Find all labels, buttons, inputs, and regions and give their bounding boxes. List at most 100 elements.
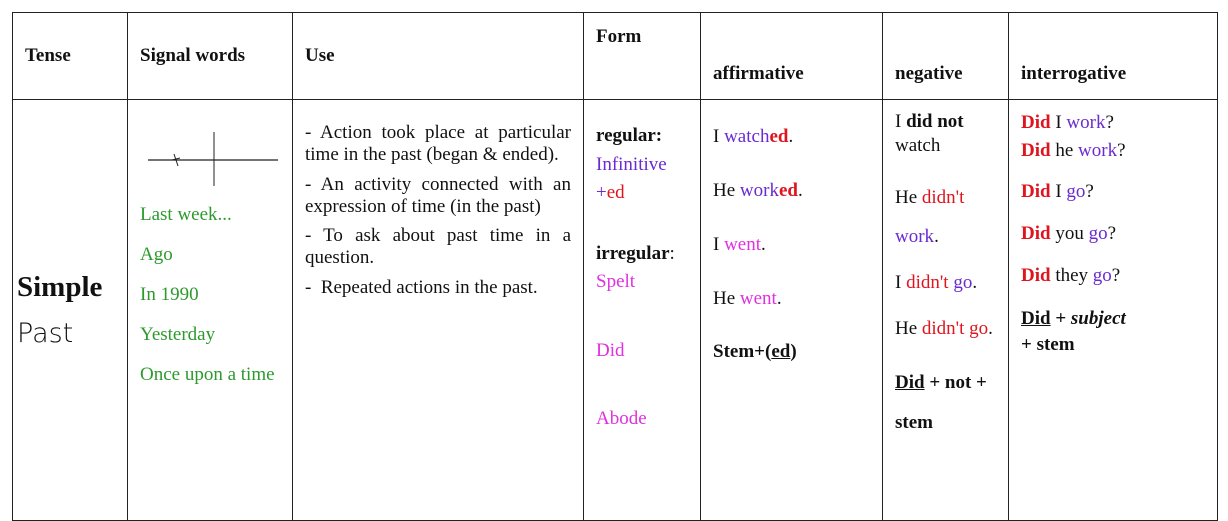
- text: Did: [1021, 112, 1051, 133]
- text: :: [669, 242, 675, 264]
- text: ?: [1111, 264, 1121, 286]
- text: I: [1050, 181, 1067, 203]
- use-item: - Action took place at particular time i…: [305, 122, 571, 165]
- text: .: [761, 233, 766, 255]
- timeline-sketch: [148, 132, 278, 186]
- signal-word: Yesterday: [140, 324, 216, 345]
- text: didn't go: [921, 318, 989, 340]
- text: I: [1050, 112, 1067, 133]
- text: .: [988, 318, 993, 340]
- signal-word: In 1990: [140, 284, 199, 305]
- tense-name: Simple: [17, 271, 103, 303]
- text: Did: [1021, 139, 1051, 161]
- line: Did I work?: [1021, 110, 1205, 136]
- negative-cell: I did not watch He didn't work. I didn't g…: [882, 99, 1009, 521]
- text: ed: [606, 182, 625, 203]
- text: didn't: [921, 186, 965, 208]
- use-item: - An activity connected with an expressi…: [305, 173, 571, 217]
- line: I didn't go.: [895, 271, 996, 295]
- line: Did he work?: [1021, 138, 1205, 164]
- text: did not: [906, 111, 964, 132]
- text: went: [739, 287, 777, 309]
- text: .: [797, 179, 803, 201]
- line: Did they go?: [1021, 263, 1205, 289]
- text: Did: [1021, 222, 1051, 244]
- header: negative: [882, 12, 1009, 100]
- grammar-table: Tense Signal words Use Form affirmative …: [12, 12, 1218, 521]
- header: Form: [583, 12, 701, 100]
- form-regular: regular: Infinitive +ed: [596, 122, 688, 208]
- form-example: Spelt: [596, 271, 636, 292]
- text: go: [1066, 181, 1086, 203]
- header: Signal words: [127, 12, 293, 100]
- line: He went.: [713, 288, 870, 310]
- line: I watched.: [713, 126, 870, 148]
- text: go: [1092, 264, 1112, 286]
- text: work: [895, 226, 935, 248]
- text: .: [972, 272, 978, 294]
- text: I: [713, 233, 725, 255]
- use-item: - Repeated actions in the past.: [305, 277, 571, 299]
- header: Use: [292, 12, 584, 100]
- signal-word: Last week...: [140, 204, 232, 225]
- text: go: [948, 272, 973, 294]
- signal-list: Last week... Ago In 1990 Yesterday Once upon…: [140, 204, 280, 386]
- text: He: [895, 318, 922, 340]
- body-row: Simple Past Last week... Ago In 1990 Yester…: [12, 99, 1218, 521]
- signal-cell: Last week... Ago In 1990 Yesterday Once upon…: [127, 99, 293, 521]
- use-cell: - Action took place at particular time i…: [292, 99, 584, 521]
- text: + not +: [924, 371, 987, 393]
- text: work: [1078, 139, 1118, 161]
- text: .: [776, 287, 782, 309]
- text: He: [713, 179, 740, 201]
- page: Tense Signal words Use Form affirmative …: [12, 12, 1218, 521]
- label: irregular: [596, 242, 670, 264]
- text: Did: [1021, 181, 1051, 203]
- tense-cell: Simple Past: [12, 99, 128, 521]
- text: you: [1050, 222, 1089, 244]
- text: ed: [769, 126, 789, 147]
- text: work: [739, 179, 779, 201]
- text: stem: [895, 411, 933, 433]
- line: Did + subject + stem: [1021, 306, 1205, 357]
- text: he: [1050, 139, 1079, 161]
- line: Stem+(ed): [713, 341, 870, 363]
- text: +: [596, 182, 607, 203]
- text: +: [1050, 308, 1071, 330]
- text: He: [895, 186, 922, 208]
- tense-name: Past: [17, 318, 74, 349]
- text: .: [934, 226, 939, 248]
- text: Repeated actions in the past.: [320, 277, 538, 299]
- header: interrogative: [1008, 12, 1218, 100]
- text: Did: [1021, 308, 1051, 330]
- form-irregular: irregular:: [596, 240, 688, 269]
- text: .: [788, 126, 794, 147]
- text: they: [1050, 264, 1093, 286]
- text: go: [1088, 222, 1108, 244]
- signal-word: Once upon a time: [140, 364, 275, 385]
- text: didn't: [906, 272, 949, 294]
- line: Did + not + stem: [895, 363, 996, 443]
- line: Did I go?: [1021, 179, 1205, 205]
- text: He: [713, 287, 740, 309]
- text: ed: [778, 179, 798, 201]
- text: I: [895, 272, 907, 294]
- text: ): [790, 341, 797, 363]
- text: ?: [1117, 139, 1126, 161]
- text: Stem+(: [713, 341, 772, 363]
- text: ?: [1107, 222, 1117, 244]
- text: went: [724, 233, 762, 255]
- text: I: [895, 111, 907, 132]
- text: subject: [1070, 308, 1126, 330]
- line: I did not watch: [895, 110, 996, 158]
- label: regular:: [596, 125, 663, 146]
- line: I went.: [713, 234, 870, 256]
- line: He worked.: [713, 180, 870, 202]
- use-item: - To ask about past time in a question.: [305, 225, 571, 269]
- text: ?: [1085, 181, 1094, 203]
- text: watch: [724, 126, 770, 147]
- affirmative-cell: I watched. He worked. I went. He went. S…: [700, 99, 883, 521]
- text: Infinitive: [596, 153, 667, 175]
- text: ?: [1105, 112, 1114, 133]
- line: He didn't go.: [895, 317, 996, 341]
